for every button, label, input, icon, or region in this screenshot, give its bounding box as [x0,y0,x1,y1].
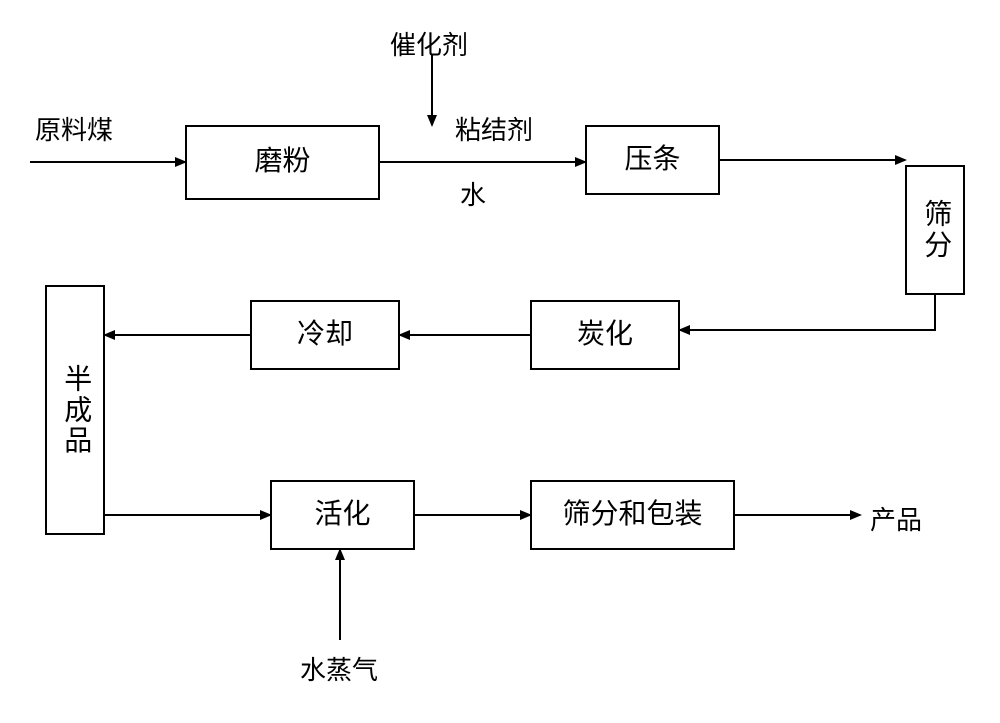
box-sieve-label: 筛分 [917,199,953,261]
label-steam-text: 水蒸气 [300,656,378,685]
label-water-text: 水 [460,181,486,210]
box-activate-label: 活化 [314,497,370,533]
box-cool-label: 冷却 [297,317,353,353]
box-pack: 筛分和包装 [530,480,735,550]
box-semi-product: 半成品 [45,285,105,535]
label-binder: 粘结剂 [455,110,533,147]
box-cool: 冷却 [250,300,400,370]
box-carbonize: 炭化 [530,300,680,370]
label-product-text: 产品 [870,506,922,535]
box-semi-label: 半成品 [57,364,93,456]
box-sieve: 筛分 [905,165,965,295]
label-raw-coal-text: 原料煤 [35,116,113,145]
box-activate: 活化 [270,480,415,550]
box-carbonize-label: 炭化 [577,317,633,353]
box-grind-label: 磨粉 [254,144,310,180]
box-extrude: 压条 [585,125,720,195]
label-steam: 水蒸气 [300,650,378,687]
box-pack-label: 筛分和包装 [562,497,702,533]
label-binder-text: 粘结剂 [455,116,533,145]
diagram-canvas: 磨粉 压条 筛分 炭化 冷却 半成品 活化 筛分和包装 原料煤 催化剂 粘结剂 … [0,0,1000,723]
label-raw-coal: 原料煤 [35,110,113,147]
label-catalyst: 催化剂 [390,25,468,62]
box-grind: 磨粉 [185,125,380,200]
arrows-layer [0,0,1000,723]
label-product: 产品 [870,500,922,537]
box-extrude-label: 压条 [624,142,680,178]
label-water: 水 [460,175,486,212]
label-catalyst-text: 催化剂 [390,31,468,60]
